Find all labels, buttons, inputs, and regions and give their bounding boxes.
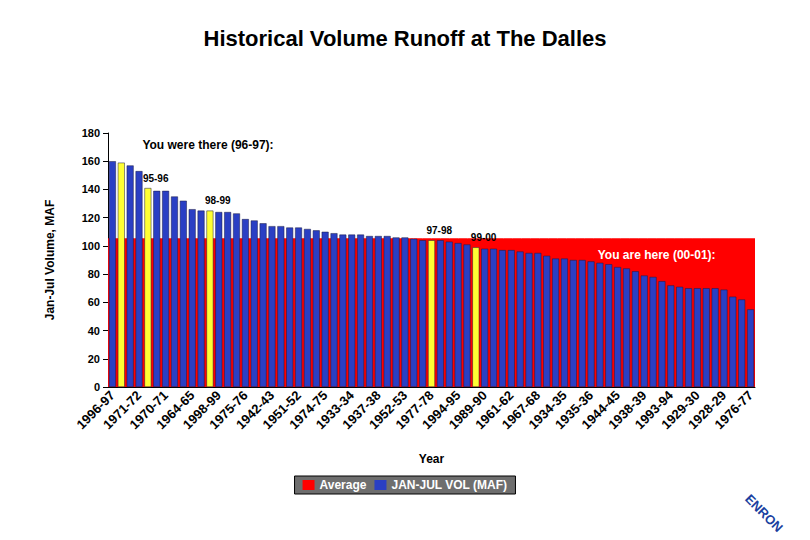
svg-text:1967-68: 1967-68 <box>498 387 544 432</box>
svg-text:160: 160 <box>82 155 100 167</box>
svg-text:120: 120 <box>82 212 100 224</box>
svg-text:1929-30: 1929-30 <box>658 387 703 432</box>
svg-text:1994-95: 1994-95 <box>419 387 464 432</box>
svg-text:1928-29: 1928-29 <box>685 387 730 432</box>
svg-text:1989-90: 1989-90 <box>445 387 490 432</box>
svg-text:Average: Average <box>320 478 367 492</box>
svg-text:1951-52: 1951-52 <box>259 387 304 432</box>
svg-text:1975-76: 1975-76 <box>206 387 251 432</box>
svg-text:95-96: 95-96 <box>143 173 169 184</box>
svg-text:1974-75: 1974-75 <box>286 387 331 432</box>
svg-text:Year: Year <box>419 452 445 466</box>
svg-text:1970-71: 1970-71 <box>126 387 171 432</box>
svg-text:1961-62: 1961-62 <box>472 387 517 432</box>
svg-text:20: 20 <box>88 353 100 365</box>
svg-text:1934-35: 1934-35 <box>525 387 570 432</box>
svg-text:100: 100 <box>82 240 100 252</box>
svg-text:1937-38: 1937-38 <box>339 387 384 432</box>
svg-text:180: 180 <box>82 127 100 139</box>
svg-text:0: 0 <box>94 381 100 393</box>
svg-text:JAN-JUL VOL (MAF): JAN-JUL VOL (MAF) <box>391 478 507 492</box>
svg-text:Historical Volume Runoff at Th: Historical Volume Runoff at The Dalles <box>204 26 607 51</box>
svg-text:1944-45: 1944-45 <box>578 387 623 432</box>
svg-text:Jan-Jul Volume, MAF: Jan-Jul Volume, MAF <box>43 200 57 320</box>
svg-text:97-98: 97-98 <box>427 225 453 236</box>
svg-text:1964-65: 1964-65 <box>153 387 198 432</box>
svg-text:1977-78: 1977-78 <box>392 387 437 432</box>
svg-text:You were there (96-97):: You were there (96-97): <box>142 138 273 152</box>
svg-text:40: 40 <box>88 325 100 337</box>
svg-text:1998-99: 1998-99 <box>179 387 225 432</box>
svg-text:1971-72: 1971-72 <box>100 387 145 432</box>
svg-text:ENRON: ENRON <box>742 491 786 535</box>
svg-text:60: 60 <box>88 296 100 308</box>
svg-text:1952-53: 1952-53 <box>365 387 411 432</box>
svg-text:1996-97: 1996-97 <box>73 387 118 432</box>
svg-text:98-99: 98-99 <box>205 195 231 206</box>
svg-text:1993-94: 1993-94 <box>631 387 677 432</box>
svg-text:1976-77: 1976-77 <box>712 388 756 432</box>
svg-text:99-00: 99-00 <box>471 232 497 243</box>
svg-text:80: 80 <box>88 268 100 280</box>
svg-text:140: 140 <box>82 183 100 195</box>
svg-text:1935-36: 1935-36 <box>552 387 597 432</box>
svg-text:1938-39: 1938-39 <box>605 387 650 432</box>
svg-text:1933-34: 1933-34 <box>312 387 357 432</box>
svg-text:You are here (00-01):: You are here (00-01): <box>598 248 716 262</box>
svg-text:1942-43: 1942-43 <box>233 387 278 432</box>
